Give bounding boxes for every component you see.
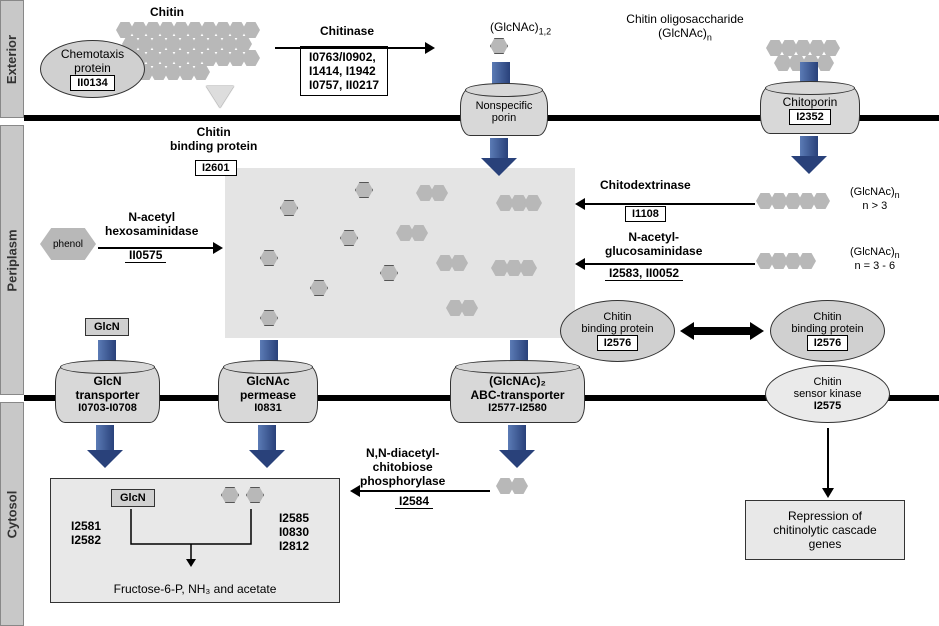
arrow-sensor: [822, 428, 834, 498]
chain-gn3: [760, 193, 830, 209]
cytosol-box: GlcN I2581 I2582 I2585 I0830 I2812 Fruct…: [50, 478, 340, 603]
hex-p11: [450, 300, 478, 316]
hex-glcnac12: [490, 38, 508, 54]
glcnac-permease: GlcNAc permease I0831: [218, 365, 318, 423]
cbp-2576-a: Chitin binding protein I2576: [560, 300, 675, 362]
arrow-chitoporin-out: [800, 136, 827, 174]
glcn-box-periplasm: GlcN: [85, 318, 129, 336]
arrow-permease-in: [260, 340, 278, 362]
chitodextrinase-label: Chitodextrinase: [600, 178, 691, 192]
periplasm-pool: [225, 168, 575, 338]
arrow-permease-out: [258, 425, 285, 468]
arrow-abc-out: [508, 425, 535, 468]
arrow-chitoporin-in: [800, 62, 818, 82]
arrow-porin-in: [492, 62, 510, 84]
oligo-label: Chitin oligosaccharide(GlcNAc)n: [600, 12, 770, 42]
funnel-icon: [206, 86, 234, 108]
abc-transporter: (GlcNAc)₂ ABC-transporter I2577-I2580: [450, 365, 585, 423]
gn3-label: (GlcNAc)nn > 3: [850, 186, 900, 212]
glcn-transporter: GlcN transporter I0703-I0708: [55, 365, 160, 423]
repression-box: Repression of chitinolytic cascade genes: [745, 500, 905, 560]
oligo-chain1: [770, 40, 840, 56]
hex-phos: [500, 478, 528, 494]
fructose-label: Fructose-6-P, NH₃ and acetate: [51, 582, 339, 596]
glcnac12-label: (GlcNAc)1,2: [490, 20, 551, 36]
hex-p9: [500, 195, 542, 211]
hex-p6: [420, 185, 448, 201]
cytosol-ids-left: I2581 I2582: [71, 519, 101, 547]
sensor-kinase: Chitin sensor kinase I2575: [765, 365, 890, 423]
phos-label: N,N-diacetyl- chitobiose phosphorylase: [360, 432, 445, 488]
nag-gluc-id: I2583, II0052: [605, 266, 683, 281]
chitinase-ids: I0763/I0902, I1414, I1942 I0757, II0217: [300, 46, 388, 96]
hex-p7: [400, 225, 428, 241]
cytosol-ids-right: I2585 I0830 I2812: [279, 511, 309, 553]
dbl-arrow-cbp: [680, 322, 764, 340]
hex-cyt2: [246, 487, 264, 503]
chitinase-label: Chitinase: [320, 24, 374, 38]
compartment-exterior: Exterior: [0, 0, 24, 118]
chitoporin: Chitoporin I2352: [760, 86, 860, 134]
arrow-glcn-in: [98, 340, 116, 362]
hex-p8: [440, 255, 468, 271]
compartment-cytosol: Cytosol: [0, 402, 24, 626]
chemotaxis-protein: Chemotaxis protein II0134: [40, 40, 145, 98]
glcn-cytosol: GlcN: [111, 489, 155, 507]
chitin-label: Chitin: [150, 5, 184, 19]
arrow-abc-in: [510, 340, 528, 362]
cbp-outer-label: Chitin binding protein: [170, 125, 257, 153]
nag-hex-id: II0575: [125, 248, 166, 263]
cbp-outer-id: I2601: [195, 158, 237, 176]
hex-cyt1: [221, 487, 239, 503]
phenol-hex: phenol: [40, 228, 96, 260]
hex-p10: [495, 260, 537, 276]
gn36-label: (GlcNAc)nn = 3 - 6: [850, 246, 900, 272]
chain-gn36: [760, 253, 816, 269]
chitodextrinase-id: I1108: [625, 204, 666, 222]
cbp-2576-b: Chitin binding protein I2576: [770, 300, 885, 362]
nonspecific-porin: Nonspecific porin: [460, 88, 548, 136]
arrow-porin-out: [490, 138, 517, 176]
phos-id: I2584: [395, 492, 433, 510]
arrow-glcn-out: [96, 425, 123, 468]
merge-lines: [111, 509, 271, 569]
nag-hex-label: N-acetyl hexosaminidase: [105, 210, 198, 238]
nag-gluc-label: N-acetyl- glucosaminidase: [605, 230, 702, 258]
compartment-periplasm: Periplasm: [0, 125, 24, 395]
